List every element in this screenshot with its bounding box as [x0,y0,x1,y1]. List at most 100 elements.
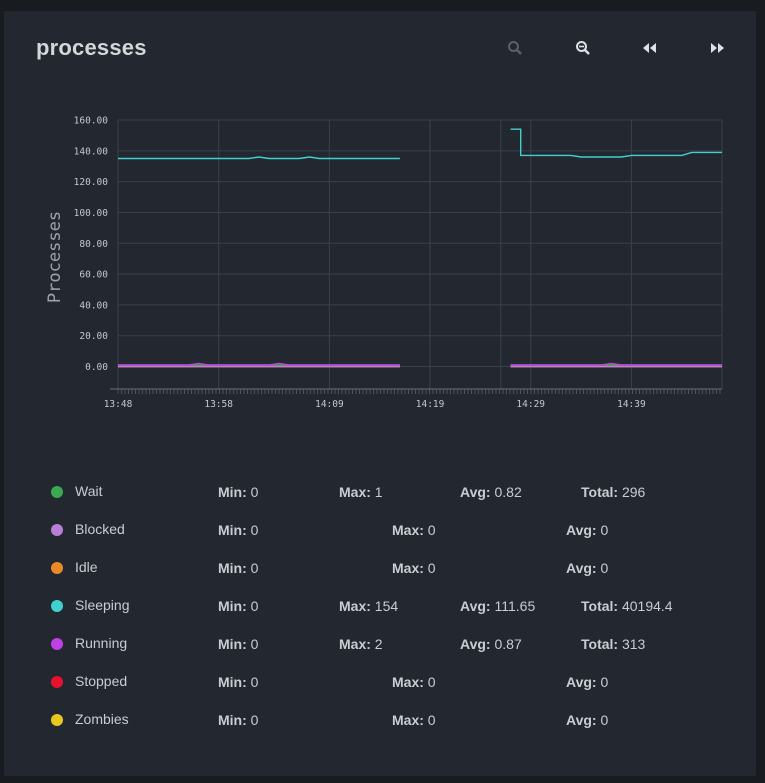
series-color-dot [51,600,63,612]
stat-min: Min: 0 [218,636,258,652]
series-name: Idle [75,559,98,575]
zoom-in-button[interactable] [503,37,527,59]
stat-avg-value: 111.65 [490,598,536,614]
stat-max-value: 0 [423,522,436,538]
stat-avg: Avg: 0.87 [460,636,522,652]
stat-min-value: 0 [246,674,259,690]
x-tick-label: 14:19 [416,399,445,410]
stat-max: Max: 0 [392,522,436,538]
stat-avg: Avg: 0 [566,560,608,576]
stat-max-value: 0 [423,712,436,728]
processes-panel: processes 0.00 20.00 40.00 60.00 80.00 100.00… [4,11,756,776]
stat-max-label: Max: [392,712,424,728]
stat-total-label: Total: [581,636,619,652]
stat-max-value: 0 [423,560,436,576]
stat-total-label: Total: [581,484,619,500]
stat-avg-label: Avg: [566,674,597,690]
series-line-running [510,362,722,366]
y-tick-label: 80.00 [79,239,108,250]
legend-row-zombies[interactable]: Zombies Min: 0 Max: 0 Avg: 0 [4,711,756,731]
stat-avg-value: 0 [596,560,609,576]
legend-row-running[interactable]: Running Min: 0 Max: 2 Avg: 0.87 Total: 313 [4,635,756,655]
stat-max: Max: 2 [339,636,383,652]
stat-min: Min: 0 [218,712,258,728]
series-name: Zombies [75,711,129,727]
stat-max-label: Max: [392,560,424,576]
x-axis: 13:48 13:58 14:09 14:19 14:29 14:39 [104,388,722,410]
stat-max: Max: 1 [339,484,383,500]
panel-title: processes [36,35,147,60]
stat-avg-value: 0 [596,712,609,728]
y-tick-label: 60.00 [79,270,108,281]
stat-total-value: 296 [618,484,646,500]
stat-max: Max: 0 [392,674,436,690]
y-tick-label: 20.00 [79,331,108,342]
x-tick-label: 13:58 [204,399,233,410]
stat-min-value: 0 [246,636,259,652]
forward-button[interactable] [705,37,729,59]
stat-avg: Avg: 0 [566,674,608,690]
stat-avg-label: Avg: [460,636,491,652]
stat-max-value: 0 [423,674,436,690]
legend-row-stopped[interactable]: Stopped Min: 0 Max: 0 Avg: 0 [4,673,756,693]
stat-max-value: 1 [370,484,383,500]
magnifier-plus-icon [508,41,522,55]
x-tick-label: 14:29 [516,399,545,410]
stat-min-value: 0 [246,522,259,538]
series-name: Stopped [75,673,128,689]
series-color-dot [51,524,63,536]
stat-max-label: Max: [339,598,371,614]
series-name: Running [75,635,128,651]
stat-avg: Avg: 0 [566,522,608,538]
back-button[interactable] [638,37,662,59]
stat-total: Total: 296 [581,484,645,500]
magnifier-minus-icon [576,41,590,55]
legend-row-wait[interactable]: Wait Min: 0 Max: 1 Avg: 0.82 Total: 296 [4,483,756,503]
stat-min: Min: 0 [218,560,258,576]
x-tick-label: 14:39 [617,399,646,410]
stat-max-label: Max: [392,674,424,690]
stat-min-label: Min: [218,674,247,690]
stat-avg-label: Avg: [566,560,597,576]
stat-avg-label: Avg: [566,712,597,728]
stat-total-label: Total: [581,598,619,614]
chart-grid [117,119,723,390]
x-tick-label: 13:48 [104,399,133,410]
stat-min-label: Min: [218,522,247,538]
series-name: Blocked [75,521,125,537]
legend-row-sleeping[interactable]: Sleeping Min: 0 Max: 154 Avg: 111.65 Total: … [4,597,756,617]
stat-max-label: Max: [339,484,371,500]
stat-avg-label: Avg: [566,522,597,538]
stat-max-value: 154 [370,598,399,614]
y-tick-label: 120.00 [74,177,109,188]
series-color-dot [51,638,63,650]
stat-max: Max: 0 [392,712,436,728]
series-line-sleeping [510,128,722,158]
legend-row-idle[interactable]: Idle Min: 0 Max: 0 Avg: 0 [4,559,756,579]
stat-min-label: Min: [218,598,247,614]
fast-forward-icon [711,43,724,53]
stat-avg-value: 0 [596,674,609,690]
series-color-dot [51,562,63,574]
series-color-dot [51,676,63,688]
stat-total-value: 40194.4 [618,598,673,614]
stat-total-value: 313 [618,636,646,652]
stat-max: Max: 154 [339,598,398,614]
stat-min-value: 0 [246,484,259,500]
stat-max-value: 2 [370,636,383,652]
stat-min-value: 0 [246,598,259,614]
y-tick-label: 160.00 [74,116,109,127]
stat-total: Total: 313 [581,636,645,652]
stat-min-label: Min: [218,636,247,652]
y-axis: 0.00 20.00 40.00 60.00 80.00 100.00 120.00 140.… [74,116,109,374]
zoom-out-button[interactable] [571,37,595,59]
y-tick-label: 140.00 [74,146,109,157]
stat-total: Total: 40194.4 [581,598,673,614]
stat-max-label: Max: [339,636,371,652]
legend-row-blocked[interactable]: Blocked Min: 0 Max: 0 Avg: 0 [4,521,756,541]
stat-min-value: 0 [246,712,259,728]
stat-min: Min: 0 [218,484,258,500]
rewind-icon [643,43,656,53]
x-tick-label: 14:09 [315,399,344,410]
stat-avg-value: 0.87 [490,636,522,652]
